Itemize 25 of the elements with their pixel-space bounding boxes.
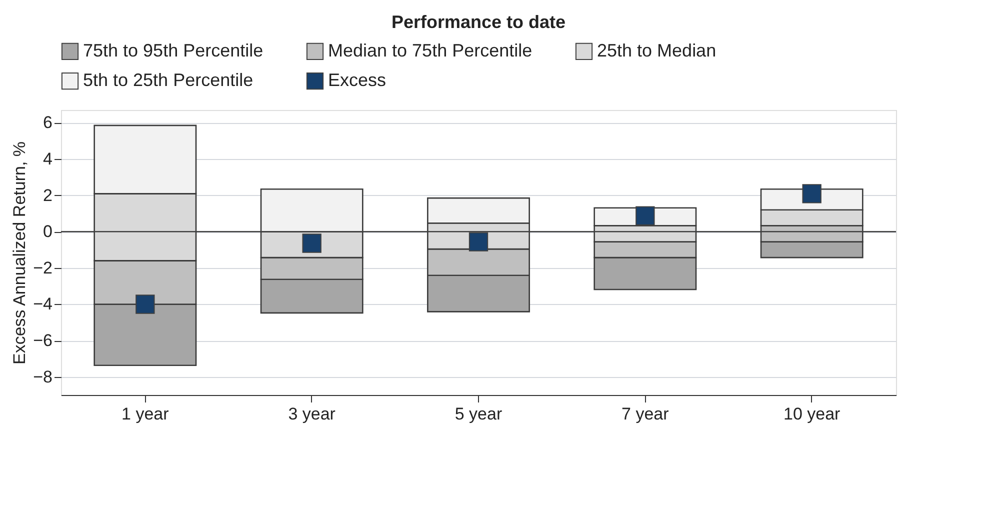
- legend-label: Excess: [328, 70, 386, 90]
- point: [636, 206, 655, 226]
- y-axis-title: Excess Annualized Return, %: [10, 141, 30, 365]
- legend-label: 5th to 25th Percentile: [83, 70, 254, 90]
- point: [468, 232, 488, 252]
- point: [302, 234, 322, 253]
- legend-label: 75th to 95th Percentile: [83, 40, 264, 60]
- y-tick-label: −8: [33, 367, 52, 386]
- y-tick-label: 2: [43, 186, 52, 205]
- chart-title: Performance to date: [391, 12, 566, 32]
- y-tick-label: 6: [43, 113, 52, 132]
- x-tick-label: 10 year: [783, 404, 841, 424]
- y-tick-label: −2: [33, 258, 52, 278]
- point: [136, 294, 155, 314]
- y-tick-label: −4: [33, 294, 52, 314]
- legend-label: 25th to Median: [597, 40, 716, 60]
- y-tick-label: 4: [43, 150, 52, 169]
- x-tick-label: 7 year: [622, 404, 670, 424]
- y-tick-label: −6: [33, 331, 52, 350]
- x-tick-label: 1 year: [122, 404, 170, 424]
- point: [802, 184, 822, 204]
- x-tick-label: 3 year: [288, 404, 336, 424]
- x-tick-label: 5 year: [454, 404, 502, 424]
- y-tick-label: 0: [43, 222, 52, 242]
- legend-label: Median to 75th Percentile: [328, 40, 532, 60]
